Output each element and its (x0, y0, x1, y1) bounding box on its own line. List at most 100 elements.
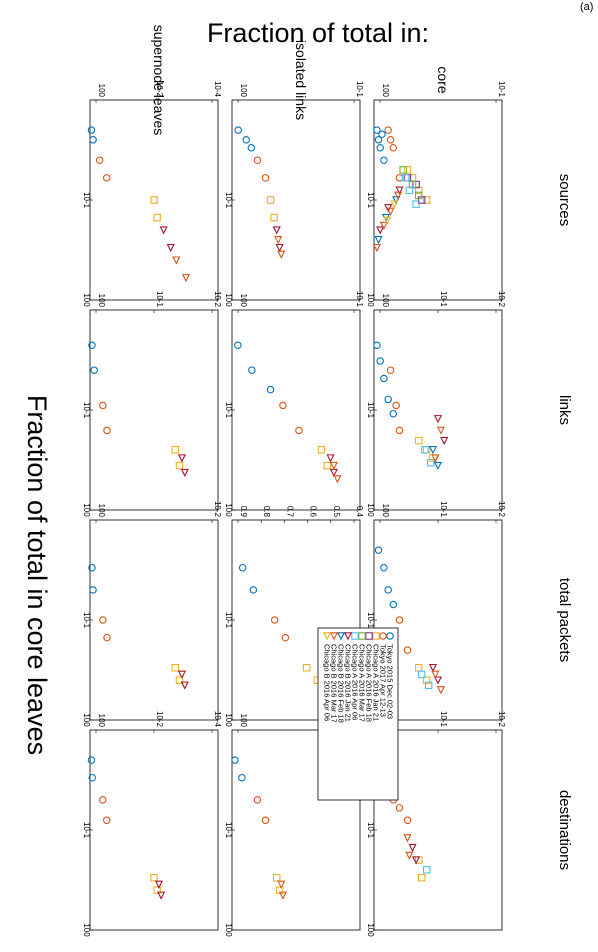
x-tick-label: 10-1 (366, 402, 375, 419)
column-title: supernode leaves (151, 25, 167, 136)
data-point (278, 891, 288, 900)
legend-marker (343, 632, 353, 641)
data-point (395, 174, 404, 182)
data-point (386, 207, 395, 216)
legend-marker (379, 632, 387, 640)
data-point (302, 663, 311, 672)
axes-box (373, 99, 503, 301)
data-point (395, 616, 404, 624)
legend-label: Chicago B 2016 Mar 17 (330, 644, 339, 723)
x-tick-label: 100 (224, 293, 233, 307)
data-point (103, 633, 111, 642)
y-tick-label: 10-1 (439, 501, 448, 518)
data-point (373, 341, 381, 349)
data-point (411, 856, 421, 865)
data-point (89, 136, 97, 144)
data-point (384, 126, 392, 134)
data-point (431, 670, 440, 679)
y-tick-label: 10-1 (497, 81, 506, 98)
x-tick-label: 10-1 (366, 192, 375, 209)
data-point (412, 200, 420, 208)
data-point (234, 126, 242, 134)
axes-box (231, 309, 361, 511)
data-point (379, 221, 389, 230)
x-tick-label: 100 (82, 923, 91, 937)
y-tick-label: 100 (381, 504, 390, 518)
data-point (157, 891, 166, 900)
data-point (323, 461, 332, 470)
data-point (405, 186, 414, 195)
legend-label: Tokyo 2015 Dec 02-03 (386, 644, 395, 719)
y-tick-label: 10-2 (155, 81, 164, 98)
x-tick-label: 100 (366, 503, 375, 517)
data-point (374, 136, 383, 144)
data-point (376, 226, 385, 235)
row-title: links (556, 395, 573, 425)
y-tick-label: 10-1 (355, 81, 364, 98)
legend-marker (365, 632, 373, 640)
data-point (253, 796, 262, 804)
data-point (175, 676, 184, 684)
y-tick-label: 100 (97, 504, 106, 518)
data-point (247, 143, 256, 152)
data-point (384, 395, 392, 404)
data-point (417, 873, 426, 882)
data-point (386, 136, 395, 144)
data-point (424, 681, 433, 690)
y-tick-label: 0.7 (285, 506, 294, 518)
scatter-panel: 100 10-1 10-1 100 (366, 81, 506, 307)
data-point (399, 166, 407, 174)
data-point (275, 886, 284, 894)
data-point (433, 676, 443, 685)
data-point (380, 156, 388, 164)
y-tick-label: 0.8 (262, 506, 271, 518)
data-point (270, 213, 278, 222)
data-point (89, 586, 97, 594)
data-point (159, 226, 168, 235)
x-tick-label: 10-1 (224, 192, 233, 209)
data-point (248, 366, 256, 374)
data-point (154, 880, 164, 889)
data-point (102, 816, 111, 825)
side-label: Fraction of total in core leaves (22, 395, 52, 755)
data-point (428, 446, 438, 455)
data-point (329, 468, 338, 478)
data-point (234, 341, 242, 349)
data-point (414, 663, 423, 672)
y-tick-label: 0.4 (355, 506, 364, 518)
data-point (175, 461, 184, 470)
corner-mark: (a) (580, 1, 593, 13)
legend-label: Tokyo 2017 Apr 12-13 (379, 644, 388, 717)
data-point (266, 196, 275, 204)
data-point (275, 243, 284, 253)
y-tick-label: 0.6 (309, 506, 318, 518)
data-point (374, 236, 383, 245)
data-point (261, 174, 270, 182)
x-tick-label: 100 (366, 923, 375, 937)
data-point (180, 681, 189, 690)
data-point (317, 446, 326, 454)
legend-label: Chicago A 2016 Apr 06 (351, 644, 360, 720)
x-tick-label: 10-1 (224, 822, 233, 839)
data-point (87, 126, 96, 134)
x-tick-label: 10-1 (82, 822, 91, 839)
y-tick-label: 10-1 (439, 291, 448, 308)
data-point (431, 454, 440, 463)
y-tick-label: 10-1 (355, 291, 364, 308)
scatter-panel: 100 10-1 10-2 10-1 100 (82, 291, 222, 517)
x-tick-label: 100 (224, 713, 233, 727)
data-point (414, 191, 423, 200)
data-point (88, 773, 97, 782)
data-point (103, 426, 111, 435)
legend-marker (322, 632, 332, 641)
data-point (440, 436, 449, 446)
data-point (295, 426, 303, 435)
legend-label: Chicago B 2016 Apr 06 (323, 644, 332, 721)
y-tick-label: 10-1 (155, 291, 164, 308)
axes-box (231, 99, 361, 301)
x-tick-label: 10-1 (82, 612, 91, 629)
y-tick-label: 100 (97, 714, 106, 728)
data-point (333, 475, 342, 484)
data-point (383, 216, 392, 225)
